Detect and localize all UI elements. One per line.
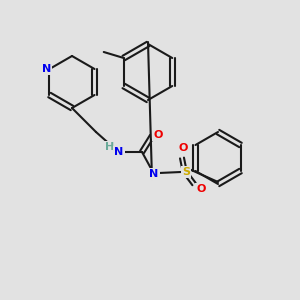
Text: O: O: [153, 130, 163, 140]
Text: N: N: [149, 169, 159, 179]
Text: N: N: [42, 64, 51, 74]
Text: N: N: [114, 147, 124, 157]
Text: O: O: [196, 184, 206, 194]
Text: S: S: [182, 167, 190, 177]
Text: H: H: [105, 142, 115, 152]
Text: O: O: [178, 143, 188, 153]
